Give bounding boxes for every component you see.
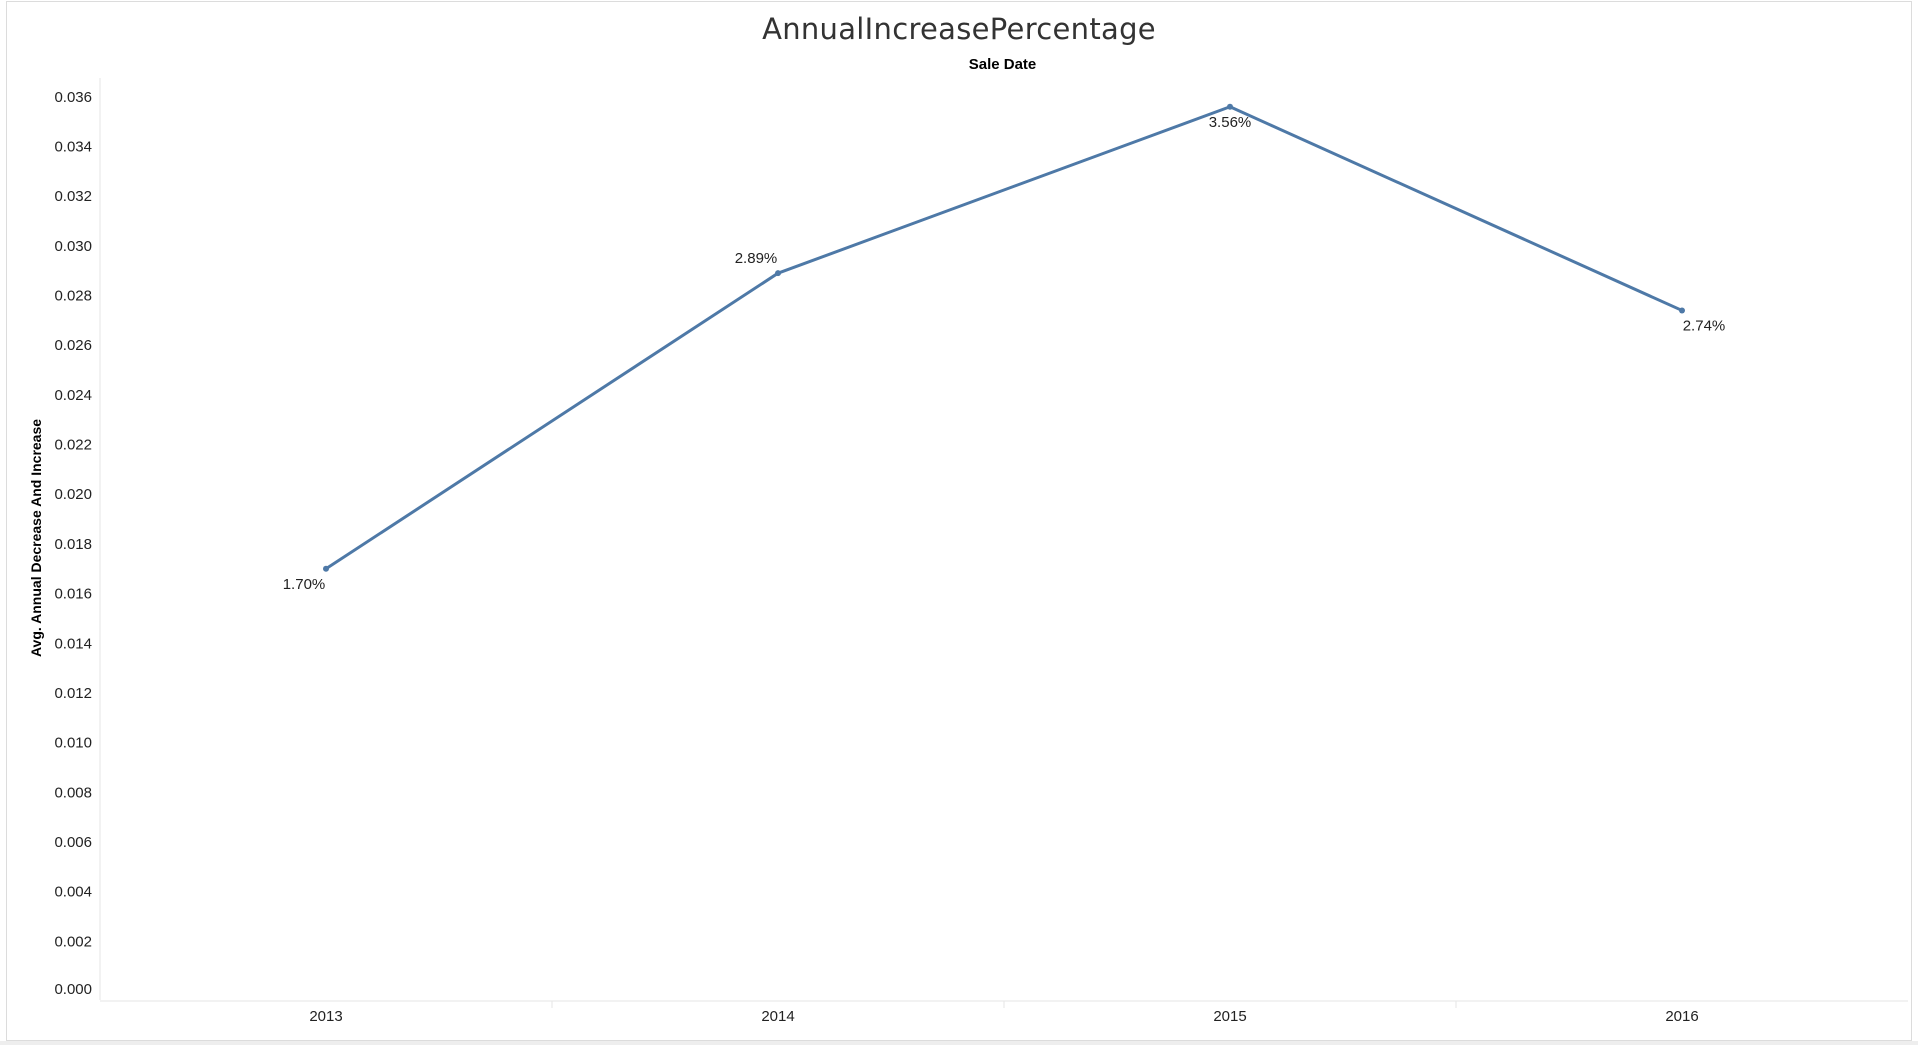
data-label: 1.70% bbox=[283, 576, 326, 593]
y-tick-label: 0.018 bbox=[54, 536, 92, 553]
y-tick-label: 0.010 bbox=[54, 735, 92, 752]
x-axis-ticks: 2013 2014 2015 2016 bbox=[309, 1008, 1698, 1025]
y-tick-label: 0.008 bbox=[54, 784, 92, 801]
y-tick-label: 0.016 bbox=[54, 586, 92, 603]
chart-frame bbox=[6, 1, 1912, 1041]
y-tick-label: 0.036 bbox=[54, 89, 92, 106]
y-tick-label: 0.026 bbox=[54, 337, 92, 354]
x-tick-label: 2015 bbox=[1213, 1008, 1246, 1025]
data-point[interactable] bbox=[775, 270, 781, 277]
data-point[interactable] bbox=[323, 565, 329, 572]
x-dividers bbox=[551, 1001, 1457, 1008]
data-label: 3.56% bbox=[1209, 114, 1252, 131]
y-tick-label: 0.032 bbox=[54, 188, 92, 205]
y-tick-label: 0.012 bbox=[54, 685, 92, 702]
x-tick-label: 2014 bbox=[761, 1008, 794, 1025]
series-line bbox=[324, 105, 1684, 571]
y-tick-label: 0.024 bbox=[54, 387, 92, 404]
bottom-strip bbox=[0, 1041, 1918, 1045]
y-tick-label: 0.004 bbox=[54, 884, 92, 901]
series-group: 1.70% 2.89% 3.56% 2.74% bbox=[283, 103, 1726, 593]
data-point[interactable] bbox=[1227, 103, 1233, 110]
data-label: 2.89% bbox=[735, 250, 778, 267]
data-point[interactable] bbox=[1679, 307, 1685, 314]
y-axis-ticks: 0.000 0.002 0.004 0.006 0.008 0.010 0.012 0.014… bbox=[54, 89, 92, 998]
y-tick-label: 0.028 bbox=[54, 288, 92, 305]
y-tick-label: 0.000 bbox=[54, 981, 92, 998]
data-label: 2.74% bbox=[1683, 317, 1726, 334]
x-tick-label: 2013 bbox=[309, 1008, 342, 1025]
chart-title: AnnualIncreasePercentage bbox=[762, 12, 1156, 46]
y-tick-label: 0.030 bbox=[54, 238, 92, 255]
x-tick-label: 2016 bbox=[1665, 1008, 1698, 1025]
column-header: Sale Date bbox=[968, 56, 1037, 73]
y-tick-label: 0.006 bbox=[54, 834, 92, 851]
y-tick-label: 0.002 bbox=[54, 933, 92, 950]
y-tick-label: 0.034 bbox=[54, 139, 92, 156]
y-tick-label: 0.020 bbox=[54, 486, 92, 503]
y-tick-label: 0.022 bbox=[54, 437, 92, 454]
y-tick-label: 0.014 bbox=[54, 635, 92, 652]
